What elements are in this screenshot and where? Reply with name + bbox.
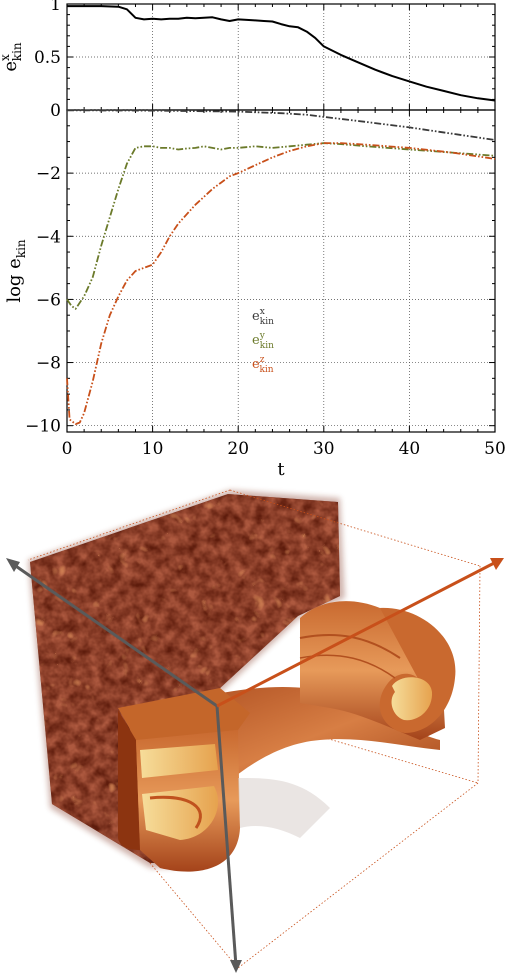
- y-tick-label: 1: [50, 0, 61, 15]
- x-tick-label: 30: [313, 439, 335, 459]
- y-tick-label: −8: [36, 354, 61, 374]
- x-tick-label: 50: [484, 439, 506, 459]
- x-tick-label: 20: [227, 439, 249, 459]
- legend-entry: ey kin: [252, 331, 274, 351]
- y-tick-label: −6: [36, 290, 61, 310]
- plot-frame: [66, 109, 496, 433]
- legend-entry: ex kin: [252, 307, 274, 327]
- volume-rendering: [6, 489, 504, 973]
- x-axis-label: t: [277, 459, 285, 478]
- series-line-1: [66, 109, 496, 141]
- coordinate-axes: [6, 558, 504, 973]
- y-tick-label: −4: [36, 227, 61, 247]
- x-tick-label: 10: [142, 439, 164, 459]
- y-axis-label: log ekin: [4, 239, 28, 303]
- y-tick-label: −2: [36, 164, 61, 184]
- legend-entry: ez kin: [252, 355, 274, 375]
- bounding-box: [27, 489, 481, 969]
- vortex-roll-right: [299, 601, 456, 740]
- y-tick-label: 0: [50, 101, 61, 121]
- series-line-2: [66, 142, 496, 310]
- x-tick-label: 40: [399, 439, 421, 459]
- y-tick-label: 0.5: [34, 48, 61, 68]
- series-line-3: [66, 142, 496, 426]
- legend: ex kin ey kin ez kin: [252, 307, 274, 375]
- series-line-1: [67, 5, 496, 102]
- y-tick-label: −10: [25, 417, 61, 437]
- vortex-sheet: [118, 687, 440, 872]
- x-tick-label: 0: [62, 439, 73, 459]
